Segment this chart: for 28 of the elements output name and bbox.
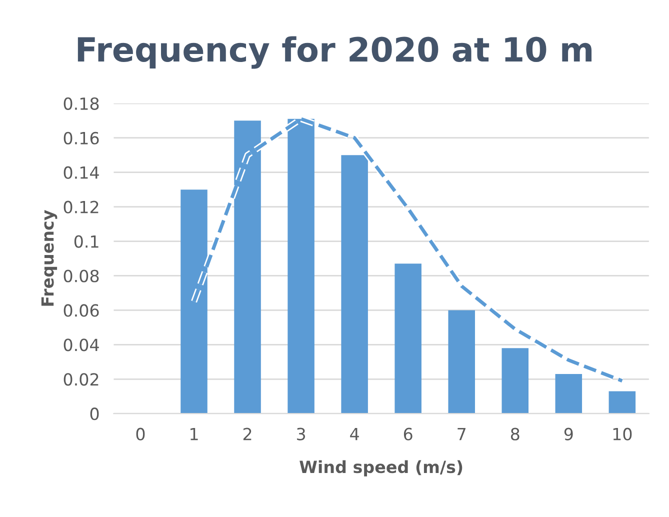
x-tick-label: 0 [136,428,145,440]
bar [502,348,529,414]
x-tick-label: 3 [297,428,306,440]
y-tick-label: 0.14 [64,166,99,179]
y-tick-label: 0.18 [64,97,99,110]
y-tick-label: 0.02 [64,373,98,386]
y-axis-title: Frequency [41,210,58,306]
x-tick-label: 8 [510,428,520,440]
y-tick-label: 0.1 [74,235,98,248]
bar [394,264,422,414]
y-tick-label: 0 [90,408,99,420]
y-tick-label: 0.06 [64,304,99,317]
bar [448,310,475,414]
bar [608,391,636,414]
y-tick-label: 0.04 [64,338,99,352]
x-tick-label: 10 [613,428,632,440]
x-tick-label: 1 [190,428,198,440]
x-tick-label: 6 [404,428,412,440]
y-tick-label: 0.16 [64,132,99,144]
x-tick-label: 9 [564,428,573,440]
chart-title: Frequency for 2020 at 10 m [78,36,592,69]
x-tick-label: 4 [350,428,359,440]
x-tick-label: 2 [243,428,252,440]
x-axis-title: Wind speed (m/s) [300,460,462,476]
bar [555,374,582,414]
y-tick-label: 0.08 [64,270,99,282]
y-tick-label: 0.12 [64,200,98,214]
x-tick-label: 7 [458,428,466,440]
